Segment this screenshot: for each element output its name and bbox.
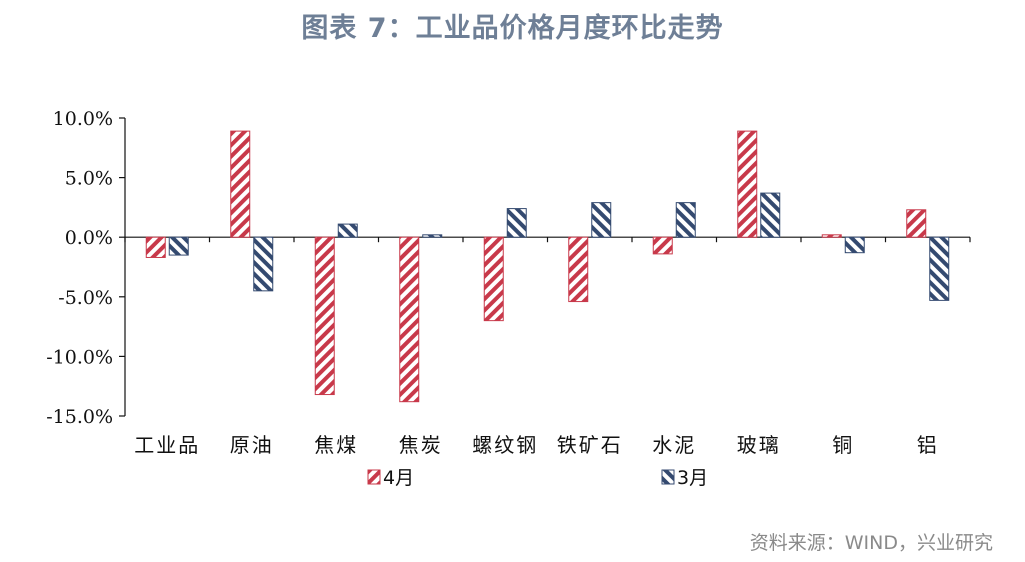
bar-apr-5 (568, 236, 589, 303)
legend-swatch (367, 469, 381, 485)
x-category-label: 焦煤 (314, 433, 358, 457)
bar-mar-5 (591, 202, 612, 238)
bar-apr-9 (906, 209, 927, 238)
x-category-label: 玻璃 (737, 433, 781, 457)
bar-mar-7 (760, 192, 781, 238)
x-category-label: 焦炭 (399, 433, 443, 457)
bar-mar-1 (253, 236, 274, 292)
bar-mar-8 (844, 236, 865, 254)
legend-label: 3月 (677, 467, 708, 489)
bar-apr-7 (737, 130, 758, 238)
y-tick-label: -5.0% (58, 287, 113, 309)
bar-mar-3 (422, 234, 443, 238)
x-category-label: 螺纹钢 (472, 433, 538, 457)
x-category-label: 铝 (917, 433, 939, 457)
bar-mar-6 (675, 202, 696, 238)
bar-apr-2 (314, 236, 335, 396)
bar-apr-6 (652, 236, 673, 255)
x-category-label: 铜 (832, 433, 854, 457)
y-tick-label: 0.0% (65, 227, 113, 249)
y-tick-label: -10.0% (46, 346, 113, 368)
source-note: 资料来源：WIND，兴业研究 (749, 532, 993, 554)
bar-apr-1 (230, 130, 251, 238)
legend-item-mar: 3月 (661, 467, 708, 489)
legend-item-apr: 4月 (367, 467, 414, 489)
chart-title: 图表 7：工业品价格月度环比走势 (301, 13, 724, 44)
bar-apr-4 (483, 236, 504, 322)
bar-mar-9 (929, 236, 950, 301)
y-tick-label: 10.0% (53, 108, 113, 130)
bar-apr-3 (399, 236, 420, 403)
legend-label: 4月 (383, 467, 414, 489)
bar-apr-8 (821, 234, 842, 238)
bar-mar-2 (337, 223, 358, 238)
bar-mar-0 (168, 236, 189, 256)
legend-swatch (661, 469, 675, 485)
y-tick-label: 5.0% (65, 168, 113, 190)
x-category-label: 水泥 (652, 433, 696, 457)
y-tick-label: -15.0% (46, 406, 113, 428)
bar-mar-4 (506, 208, 527, 238)
x-category-label: 铁矿石 (557, 433, 623, 457)
x-category-label: 工业品 (134, 433, 200, 457)
bar-apr-0 (145, 236, 166, 258)
x-category-label: 原油 (230, 433, 274, 457)
